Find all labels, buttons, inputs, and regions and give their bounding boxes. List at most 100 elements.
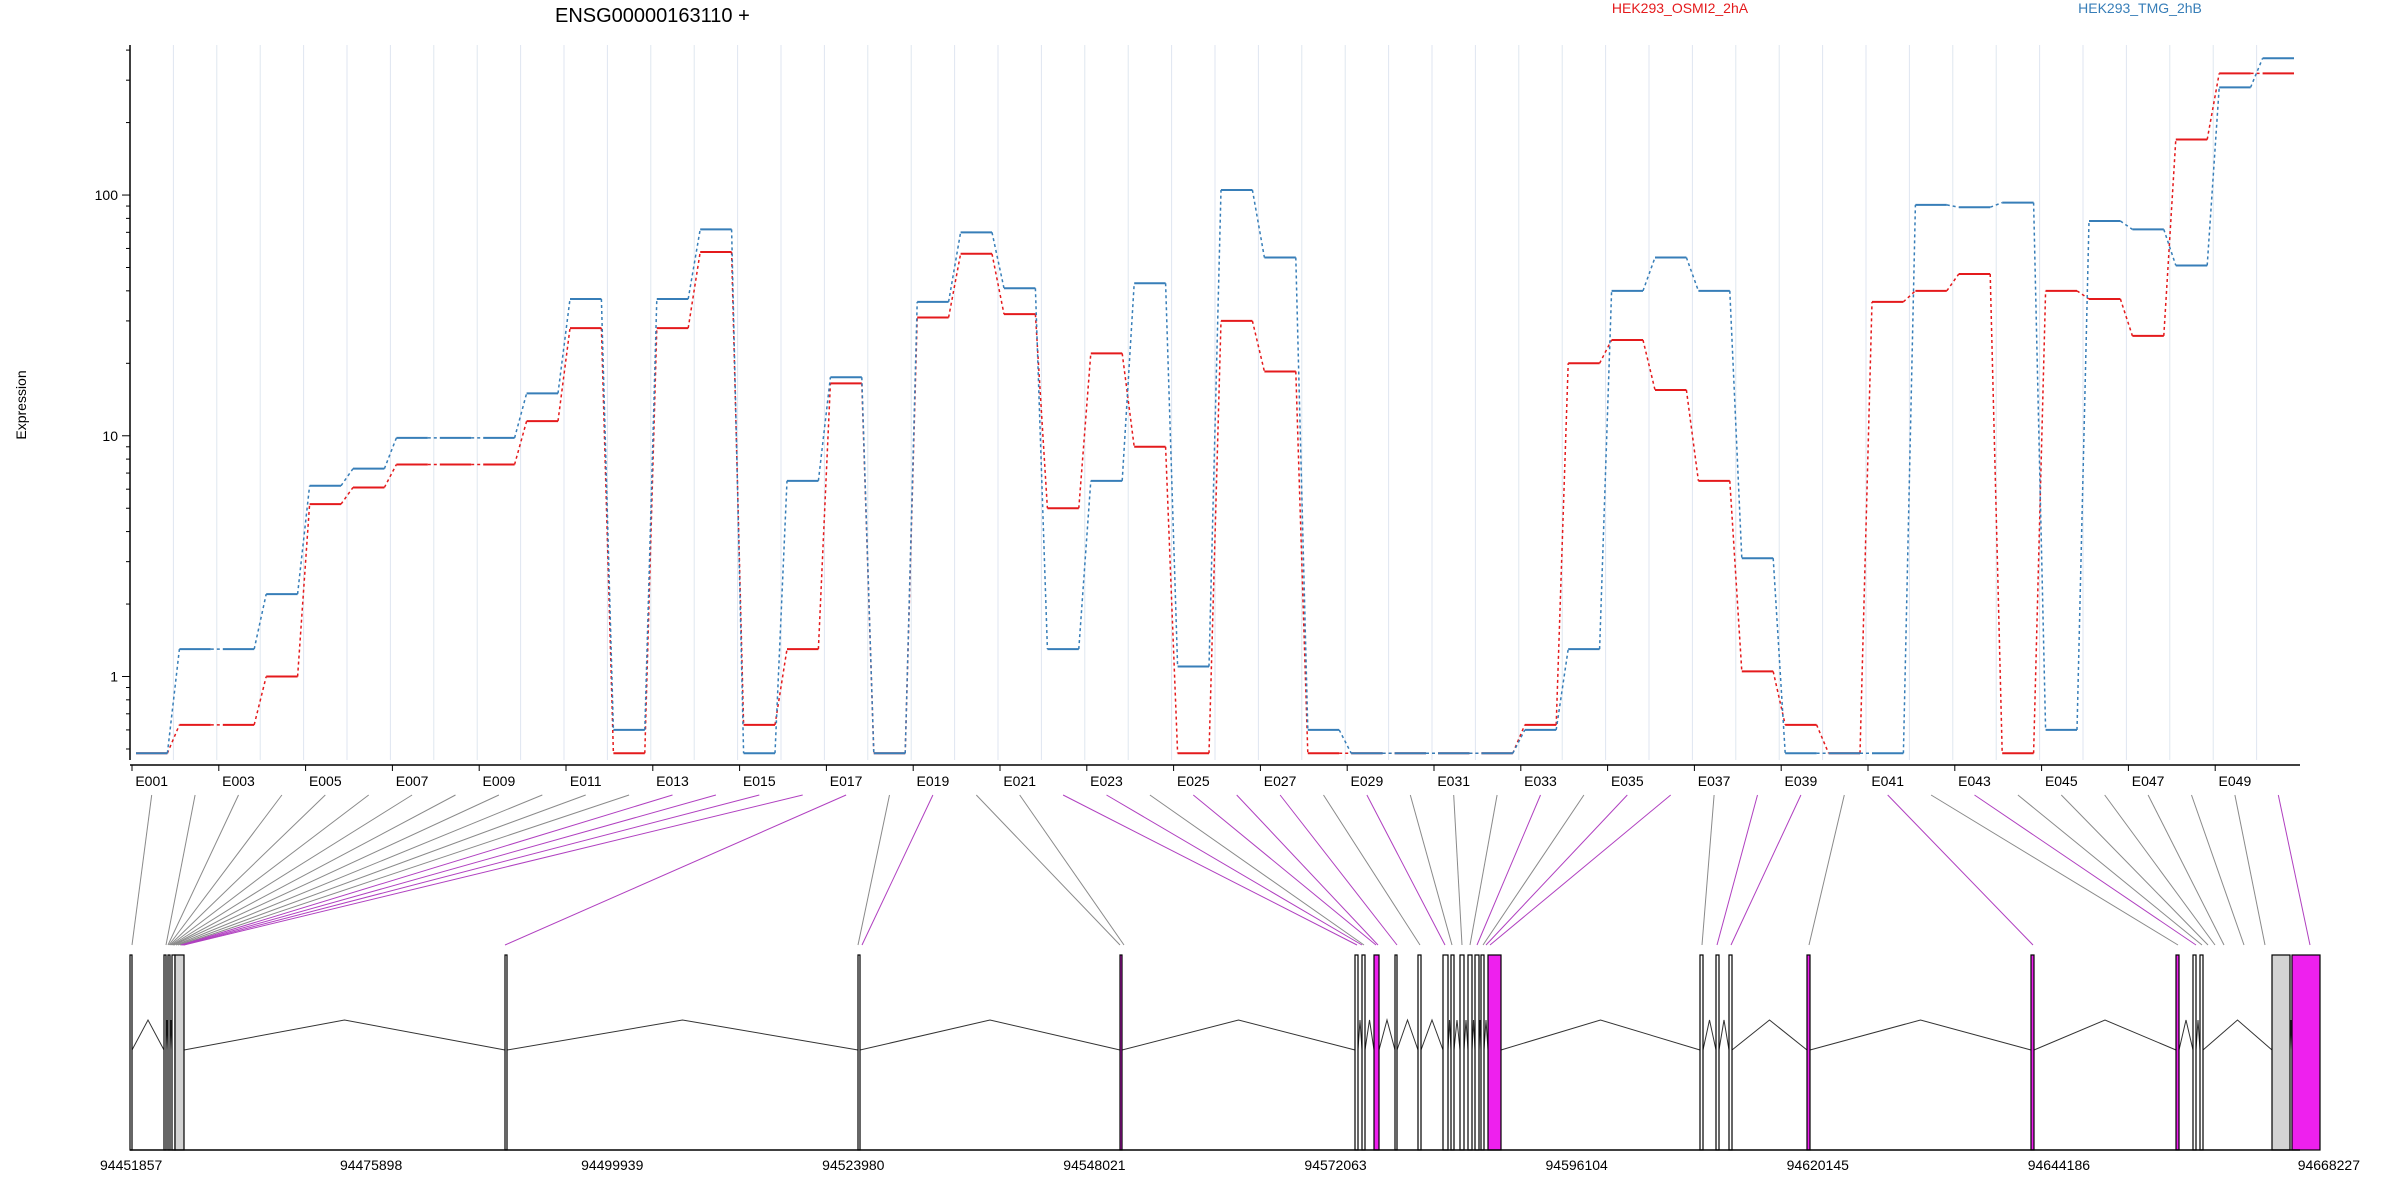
exon-27 — [2192, 954, 2197, 1151]
series-1-segment — [1555, 363, 1569, 725]
series-1-segment — [1989, 273, 2003, 754]
series-2-segment — [296, 485, 311, 595]
exon-21 — [1699, 954, 1704, 1151]
series-1-segment — [947, 253, 962, 318]
intron-line — [1364, 1019, 1375, 1051]
exon-connector — [1106, 794, 1363, 946]
genomic-axis-label: 94475898 — [340, 1157, 403, 1173]
series-2-segment — [861, 377, 875, 754]
exon-connector — [1279, 794, 1398, 946]
exon-17 — [1467, 954, 1473, 1151]
series-1-segment — [2163, 139, 2177, 336]
x-tick-label: E033 — [1524, 773, 1557, 789]
series-2-segment — [1946, 204, 1959, 208]
series-2-segment — [2032, 202, 2047, 730]
exon-connector — [183, 794, 803, 946]
exon-connector — [169, 794, 326, 946]
genomic-axis-label: 94668227 — [2298, 1157, 2361, 1173]
series-1-segment — [2032, 290, 2047, 754]
series-1-segment — [1598, 339, 1613, 364]
exon-connector — [1453, 794, 1463, 946]
exon-22 — [1715, 954, 1720, 1151]
series-1-segment — [1512, 724, 1526, 754]
intron-line — [1463, 1019, 1469, 1051]
x-tick-label: E001 — [135, 773, 168, 789]
exon-19 — [1480, 954, 1485, 1151]
y-tick-label: 100 — [95, 187, 119, 203]
intron-line — [183, 1019, 506, 1051]
exon-10 — [1361, 954, 1366, 1151]
exon-25 — [2030, 954, 2035, 1151]
intron-line — [1718, 1019, 1730, 1051]
exon-connector — [2234, 794, 2266, 946]
y-axis-label: Expression — [13, 370, 29, 439]
exon-connector — [2060, 794, 2209, 946]
gene-model-layer: 94451857 94475898 94499939 94523980 94548021… — [100, 954, 2361, 1173]
exon-connector — [181, 794, 717, 946]
intron-line — [1420, 1018, 1444, 1051]
exon-connector — [504, 794, 847, 946]
series-2-segment — [1989, 201, 2003, 208]
x-tick-label: E049 — [2219, 773, 2252, 789]
genomic-axis-label: 94451857 — [100, 1157, 163, 1173]
intron-line — [2178, 1019, 2194, 1051]
exon-15 — [1450, 954, 1455, 1151]
x-tick-label: E027 — [1264, 773, 1297, 789]
series-1-segment — [1729, 480, 1743, 672]
y-tick-label: 1 — [110, 669, 118, 685]
genomic-axis-label: 94620145 — [1787, 1157, 1850, 1173]
exon-connector — [1887, 794, 2034, 946]
series-2-segment — [2076, 220, 2090, 730]
series-1-segment — [1121, 353, 1135, 447]
x-tick-label: E005 — [309, 773, 342, 789]
legend-series-1[interactable]: HEK293_OSMI2_2hA — [1612, 0, 1749, 16]
x-tick-label: E043 — [1958, 773, 1991, 789]
genomic-axis-label: 94499939 — [581, 1157, 644, 1173]
legend-series-2[interactable]: HEK293_TMG_2hB — [2078, 0, 2202, 16]
exon-connector — [1366, 794, 1446, 946]
exon-9 — [1354, 954, 1359, 1151]
x-tick-label: E013 — [656, 773, 689, 789]
exon-29 — [2271, 954, 2291, 1151]
exon-6 — [504, 954, 508, 1151]
exon-7 — [857, 954, 861, 1151]
y-tick-label: 10 — [102, 428, 118, 444]
series-1-segment — [1251, 320, 1266, 372]
exon-connector — [179, 794, 630, 946]
series-1-segment — [774, 648, 788, 725]
series-1-segment — [1034, 314, 1049, 509]
series-2-segment — [1208, 189, 1222, 667]
intron-line — [1453, 1019, 1461, 1051]
exon-connector — [1489, 794, 1672, 946]
genomic-axis-label: 94572063 — [1304, 1157, 1367, 1173]
intron-line — [1357, 1019, 1363, 1051]
exon-connector — [1236, 794, 1379, 946]
exon-connector — [1149, 794, 1365, 946]
exon-connector — [1730, 794, 1802, 946]
exon-connector — [171, 794, 413, 946]
exon-8 — [1119, 954, 1123, 1151]
intron-line — [1500, 1019, 1701, 1051]
exon-connector — [1482, 794, 1585, 946]
x-tick-label: E017 — [830, 773, 863, 789]
x-tick-label: E039 — [1785, 773, 1818, 789]
intron-line — [1396, 1018, 1419, 1051]
series-2-segment — [1338, 729, 1352, 754]
series-2-segment — [1729, 290, 1743, 559]
series-1-segment — [513, 420, 528, 465]
x-tick-label: E041 — [1871, 773, 1904, 789]
exon-connector — [1701, 794, 1715, 946]
series-2-segment — [2249, 57, 2264, 88]
exon-connector — [975, 794, 1121, 946]
intron-line — [131, 1018, 165, 1051]
series-1-segment — [557, 328, 571, 422]
x-tick-label: E035 — [1611, 773, 1644, 789]
axis-layer: 1 10 100 E001 E003 E005 E007 E009 E011 E013 E015 E0… — [95, 45, 2300, 789]
genomic-axis-label: 94644186 — [2028, 1157, 2091, 1173]
series-1-segment — [296, 504, 311, 677]
exon-23 — [1728, 954, 1733, 1151]
exon-connector — [1323, 794, 1421, 946]
series-2-segment — [1512, 729, 1526, 754]
series-1-segment — [1815, 724, 1830, 754]
exon-18 — [1474, 954, 1480, 1151]
